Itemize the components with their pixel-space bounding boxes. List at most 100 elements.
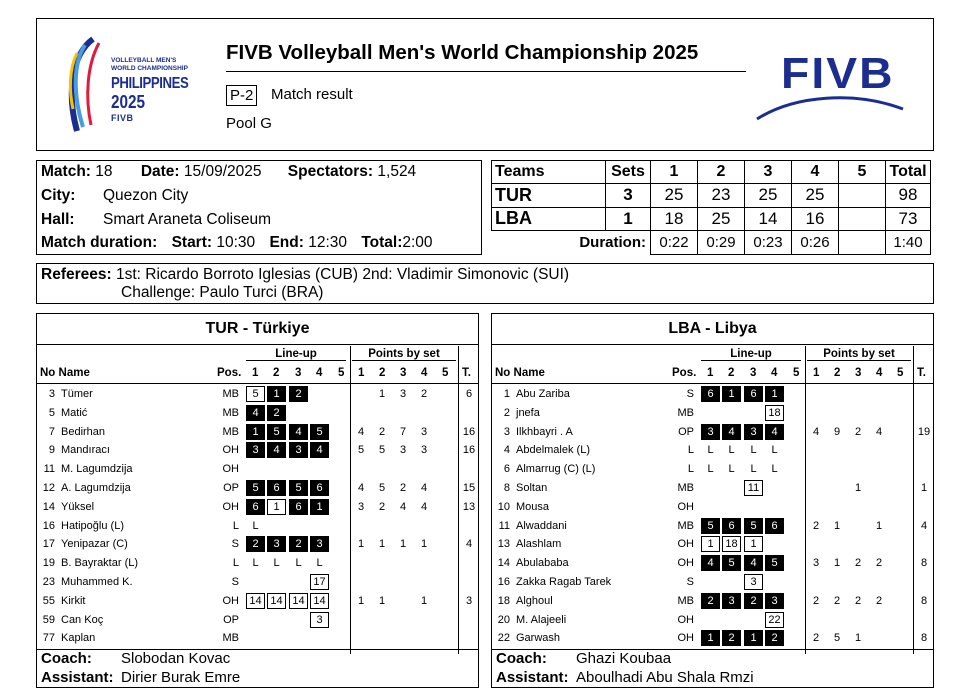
- player-name: Abu Zariba: [516, 388, 570, 400]
- player-row: 16 Hatipoğlu (L) L L: [37, 517, 478, 536]
- divider: [492, 383, 933, 384]
- player-row: 4 Abdelmalek (L) L L L L L: [492, 441, 933, 460]
- set-points: 2: [812, 519, 820, 532]
- referees-challenge: Challenge: Paulo Turci (BRA): [121, 284, 324, 301]
- player-position: OH: [677, 500, 695, 513]
- column-header-lineup-set: 4: [771, 367, 778, 379]
- player-number: 8: [503, 482, 510, 494]
- player-position: S: [231, 538, 239, 551]
- player-name: Alghoul: [516, 594, 553, 607]
- set-points: 1: [378, 388, 386, 400]
- lineup-cell: 14: [310, 592, 329, 609]
- lineup-cell: 3: [722, 592, 741, 609]
- player-number: 11: [498, 519, 510, 532]
- fivb-logo: FIVB: [755, 47, 905, 122]
- set-points: 3: [812, 557, 820, 570]
- player-name: Yenipazar (C): [61, 538, 128, 551]
- lineup-cell: 4: [701, 555, 720, 572]
- player-number: 6: [503, 463, 510, 476]
- lineup-group-header: Line-up: [701, 348, 801, 361]
- player-position: L: [232, 519, 239, 532]
- player-row: 14 Abulababa OH 4 5 4 5 3 1 2 2 8: [492, 554, 933, 573]
- lineup-cell: L: [707, 444, 714, 457]
- set-score: 25: [697, 206, 745, 231]
- column-header-points-set: 3: [400, 367, 407, 379]
- player-number: 2: [503, 406, 510, 419]
- set-points: 3: [420, 444, 428, 457]
- player-total-points: 6: [465, 388, 473, 400]
- set-score: 23: [697, 183, 745, 208]
- lineup-cell: 4: [310, 442, 329, 459]
- lineup-cell: 4: [744, 555, 763, 572]
- header-box: VOLLEYBALL MEN'S WORLD CHAMPIONSHIP PHILI…: [36, 18, 934, 151]
- set-score: 18: [650, 206, 698, 231]
- set-points: 5: [378, 482, 386, 494]
- player-name: Mandıracı: [61, 444, 110, 457]
- score-duration-row: Duration: 0:22 0:29 0:23 0:26 1:40: [491, 230, 931, 255]
- player-position: MB: [677, 406, 695, 419]
- column-divider: [805, 346, 806, 654]
- lineup-cell: 4: [246, 404, 265, 421]
- player-number: 14: [497, 557, 510, 570]
- lineup-group-header: Line-up: [246, 348, 346, 361]
- column-header-points-set: 4: [421, 367, 428, 379]
- score-table: Teams Sets 1 2 3 4 5 Total TUR 3 25 23 2…: [491, 160, 931, 255]
- lineup-cell: 11: [744, 480, 763, 496]
- set-points: 1: [378, 538, 386, 551]
- set-points: 2: [420, 388, 428, 400]
- lineup-cell: 6: [289, 498, 308, 515]
- team-name: LBA - Libya: [668, 320, 757, 337]
- lineup-cell: L: [728, 463, 735, 476]
- column-header-lineup-set: 2: [728, 367, 735, 379]
- team-panel-tur: TUR - Türkiye Line-up Points by set No Name…: [36, 313, 479, 688]
- player-row: 59 Can Koç OP 3: [37, 611, 478, 630]
- lineup-cell: L: [771, 463, 778, 476]
- player-position: L: [232, 557, 239, 570]
- total-points: 98: [885, 183, 931, 208]
- player-number: 4: [503, 444, 510, 457]
- assistant-label: Assistant:: [41, 669, 114, 686]
- lineup-cell: 6: [722, 517, 741, 534]
- column-header-points-set: 2: [379, 367, 386, 379]
- lineup-cell: 1: [267, 498, 286, 515]
- player-position: OH: [222, 444, 240, 457]
- player-position: OP: [678, 425, 694, 438]
- player-number: 17: [42, 538, 55, 551]
- player-row: 6 Almarrug (C) (L) L L L L L: [492, 460, 933, 479]
- set-points: 1: [833, 519, 841, 532]
- player-position: MB: [677, 519, 695, 532]
- event-logo-line1: VOLLEYBALL MEN'S WORLD CHAMPIONSHIP: [111, 57, 188, 72]
- lineup-cell: 6: [765, 517, 784, 534]
- player-row: 16 Zakka Ragab Tarek S 3: [492, 573, 933, 592]
- coach-name: Ghazi Koubaa: [576, 650, 672, 667]
- lineup-cell: 2: [765, 630, 784, 647]
- player-name: Kirkit: [61, 594, 86, 607]
- lineup-cell: L: [728, 444, 735, 457]
- lineup-cell: 5: [765, 555, 784, 572]
- player-total-points: 15: [462, 482, 476, 494]
- player-number: 7: [48, 425, 55, 438]
- assistant-label: Assistant:: [496, 669, 569, 686]
- player-name: Muhammed K.: [61, 576, 133, 588]
- column-divider: [350, 346, 351, 654]
- player-row: 9 Mandıracı OH 3 4 3 4 5 5 3 3 16: [37, 441, 478, 460]
- score-header-set2: 2: [697, 160, 745, 184]
- player-total-points: 4: [465, 538, 473, 551]
- event-logo: VOLLEYBALL MEN'S WORLD CHAMPIONSHIP PHILI…: [63, 33, 193, 141]
- player-row: 22 Garwash OH 1 2 1 2 2 5 1 8: [492, 629, 933, 648]
- column-divider: [458, 346, 459, 654]
- player-number: 13: [497, 538, 510, 551]
- player-total-points: 3: [465, 594, 473, 607]
- set-points: 2: [378, 500, 386, 513]
- assistant-name: Dirier Burak Emre: [121, 669, 241, 686]
- lineup-cell: 6: [246, 498, 265, 515]
- lineup-cell: 5: [246, 480, 265, 496]
- coach-line: Coach: Slobodan Kovac: [41, 650, 230, 667]
- match-info: Match: 18 Date: 15/09/2025 Spectators: 1…: [36, 160, 482, 255]
- sets-won: 3: [605, 183, 651, 208]
- column-header-pos: Pos.: [672, 367, 697, 379]
- player-row: 10 Mousa OH: [492, 498, 933, 517]
- column-header-lineup-set: 5: [338, 367, 345, 379]
- player-row: 13 Alashlam OH 1 18 1: [492, 535, 933, 554]
- player-position: OH: [222, 500, 240, 513]
